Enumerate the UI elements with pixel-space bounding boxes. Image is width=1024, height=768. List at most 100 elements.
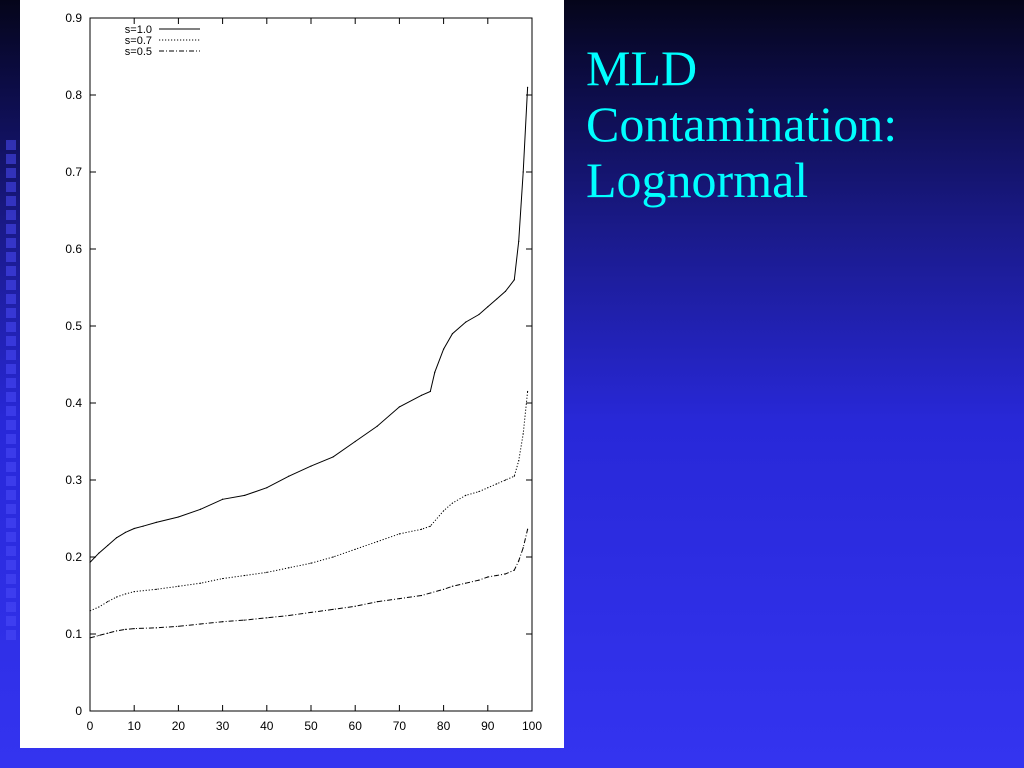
series-1-point	[504, 479, 507, 481]
series-1-point	[177, 585, 179, 587]
decorative-square	[6, 252, 16, 262]
x-tick-label: 80	[437, 719, 451, 733]
series-0-point	[177, 516, 179, 518]
decorative-square	[6, 560, 16, 570]
decorative-square	[6, 182, 16, 192]
decorative-square	[6, 420, 16, 430]
series-2-point	[504, 573, 507, 575]
series-2-point	[518, 560, 520, 562]
series-1-point	[398, 533, 400, 535]
series-2-point	[107, 632, 109, 634]
series-0-point	[133, 527, 135, 530]
series-0-point	[513, 279, 515, 281]
series-1-point	[155, 588, 157, 590]
series-0-point	[310, 465, 312, 467]
series-0-point	[496, 298, 498, 300]
series-2-point	[522, 547, 524, 549]
series-2-point	[222, 621, 224, 623]
series-line-0	[89, 87, 529, 563]
decorative-square	[6, 154, 16, 164]
line-chart: 0 0.1 0.2 0.3 0.4 0.5 0.6 0.7 0.8 0.9 0 10 20 30 40 50 6…	[65, 11, 542, 733]
series-1-point	[354, 548, 356, 550]
series-0-point	[526, 86, 529, 88]
series-2-point	[496, 574, 498, 577]
y-tick-label: 0.9	[65, 11, 82, 25]
series-1-point	[526, 390, 529, 393]
series-1-point	[133, 591, 135, 593]
series-1-point	[89, 610, 91, 612]
decorative-square	[6, 350, 16, 360]
series-0-point	[429, 390, 431, 393]
decorative-square	[6, 448, 16, 458]
series-2-point	[288, 614, 290, 617]
decorative-square	[6, 504, 16, 514]
series-2-point	[451, 585, 454, 587]
series-2-point	[177, 625, 179, 627]
decorative-square	[6, 322, 16, 332]
decorative-square	[6, 336, 16, 346]
series-1-point	[443, 510, 445, 512]
decorative-square	[6, 406, 16, 416]
series-0-point	[478, 313, 480, 316]
series-1-point	[522, 433, 524, 435]
series-1-point	[266, 571, 268, 574]
series-0-point	[518, 240, 520, 242]
series-0-point	[288, 475, 290, 477]
y-tick-label: 0.6	[65, 242, 82, 256]
decorative-square	[6, 392, 16, 402]
y-tick-label: 0.8	[65, 88, 82, 102]
decorative-square	[6, 602, 16, 612]
series-2-point	[115, 630, 118, 632]
x-tick-label: 10	[128, 719, 142, 733]
decorative-square	[6, 490, 16, 500]
series-2-point	[354, 605, 356, 607]
decorative-square	[6, 210, 16, 220]
series-0-point	[420, 394, 423, 396]
series-2-point	[376, 601, 378, 603]
series-2-point	[443, 588, 445, 590]
series-2-point	[266, 617, 268, 619]
decorative-square	[6, 140, 16, 150]
decorative-square	[6, 630, 16, 640]
decorative-square	[6, 546, 16, 556]
decorative-square	[6, 574, 16, 584]
series-2-point	[526, 528, 529, 530]
series-1-point	[513, 475, 515, 477]
series-0-point	[332, 456, 334, 458]
series-2-point	[124, 628, 126, 630]
decorative-square	[6, 280, 16, 290]
series-0-point	[244, 494, 246, 496]
legend-label: s=0.5	[125, 46, 152, 58]
y-tick-label: 0.1	[65, 627, 82, 641]
series-0-point	[222, 498, 224, 500]
plot-frame	[89, 17, 533, 712]
series-2-point	[199, 623, 202, 625]
series-1-point	[244, 574, 246, 577]
series-0-point	[376, 425, 378, 427]
decorative-square	[6, 266, 16, 276]
decorative-left-strip	[0, 0, 20, 768]
y-tick-label: 0	[75, 704, 82, 718]
x-tick-label: 70	[393, 719, 407, 733]
series-0-point	[124, 531, 126, 533]
y-tick-label: 0.5	[65, 319, 82, 333]
decorative-square	[6, 168, 16, 178]
decorative-square	[6, 588, 16, 598]
series-2-point	[155, 627, 157, 629]
series-2-point	[513, 569, 515, 571]
series-2-point	[420, 594, 423, 597]
series-0-point	[522, 171, 524, 173]
series-2-point	[478, 579, 480, 581]
decorative-square	[6, 532, 16, 542]
slide-title: MLD Contamination: Lognormal	[586, 40, 1006, 208]
x-tick-label: 100	[522, 719, 542, 733]
series-2-point	[465, 582, 467, 584]
x-tick-label: 20	[172, 719, 186, 733]
decorative-square	[6, 462, 16, 472]
y-tick-label: 0.2	[65, 550, 82, 564]
y-tick-label: 0.3	[65, 473, 82, 487]
series-1-point	[496, 483, 498, 485]
series-0-point	[89, 561, 91, 563]
series-1-point	[332, 556, 334, 558]
x-tick-label: 50	[304, 719, 318, 733]
